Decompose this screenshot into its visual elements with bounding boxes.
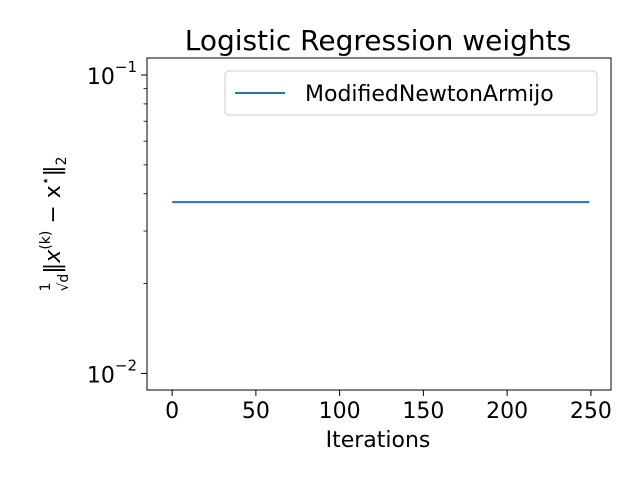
y-label-norm-right: ‖ — [41, 165, 66, 176]
y-tick-label-exponent: −2 — [115, 356, 137, 374]
y-label-superscript: (k) — [38, 231, 54, 250]
y-label-star: ⋆ — [38, 176, 54, 185]
y-tick-label: 10−1 — [87, 58, 137, 90]
legend-label: ModifiedNewtonArmijo — [305, 82, 554, 107]
y-tick-label-exponent: −1 — [115, 58, 137, 76]
x-axis-label: Iterations — [326, 428, 431, 453]
x-tick-label: 250 — [570, 399, 612, 424]
x-tick-label: 50 — [242, 399, 270, 424]
svg-text:1√d‖x(k) − x⋆‖2: 1 √d‖x(k) − x⋆‖2 — [38, 156, 72, 291]
plot-area: 0 50 100 150 200 25010−110−2ModifiedNewtonArm… — [87, 57, 612, 424]
x-tick-label: 200 — [486, 399, 528, 424]
y-label-subscript: 2 — [54, 156, 70, 165]
x-tick-label: 150 — [402, 399, 444, 424]
y-tick-label-base: 10 — [87, 363, 115, 388]
legend-box — [224, 70, 598, 116]
y-label-norm-left: ‖ — [41, 263, 66, 274]
y-tick-label: 10−2 — [87, 356, 137, 388]
plot-frame — [146, 57, 612, 391]
y-tick-label-base: 10 — [87, 65, 115, 90]
y-label-frac-denominator: √d — [56, 274, 72, 292]
x-tick-label: 0 — [165, 399, 179, 424]
y-label-frac-numerator: 1 — [38, 283, 54, 292]
y-axis-label: 1 √d‖x(k) − x⋆‖2 — [38, 156, 72, 291]
x-tick-label: 100 — [319, 399, 361, 424]
chart-title: Logistic Regression weights — [185, 24, 571, 57]
y-label-x: x — [41, 249, 66, 264]
y-label-minus-x: − x — [41, 185, 66, 230]
